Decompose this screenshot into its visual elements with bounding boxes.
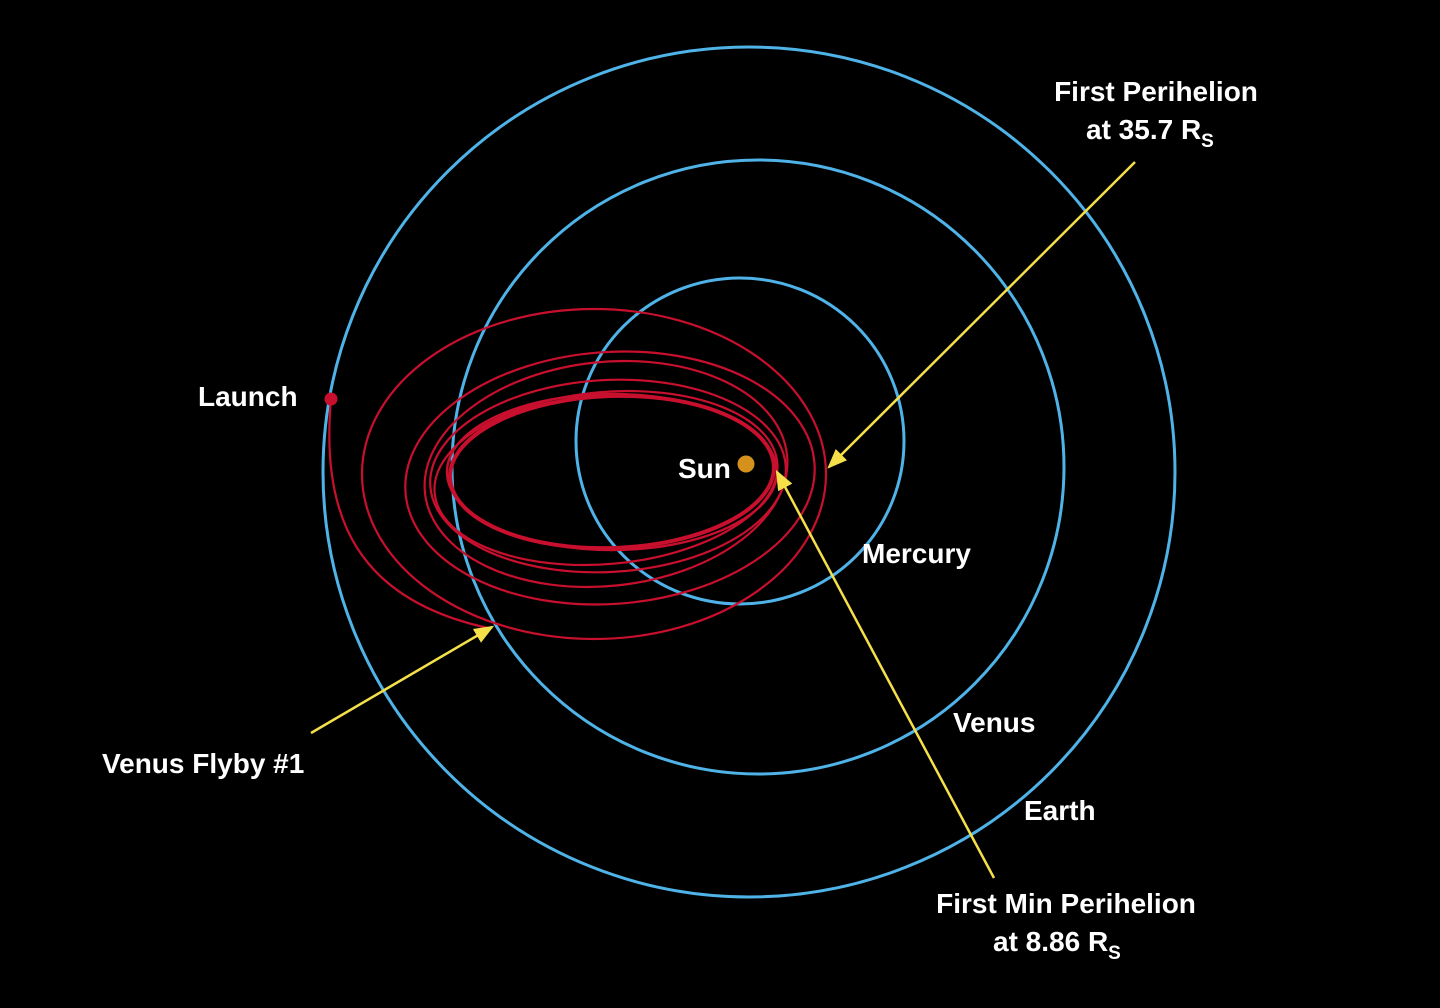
orbit-loop-2 bbox=[404, 350, 816, 606]
first-min-perihelion-arrow bbox=[775, 469, 996, 879]
mercury-orbit bbox=[574, 276, 906, 606]
orbit-loop-4 bbox=[429, 378, 787, 574]
first-min-perihelion-label-line2: at 8.86 RS bbox=[993, 926, 1121, 964]
orbit-loop-1 bbox=[360, 307, 828, 641]
first-perihelion-label-line2: at 35.7 RS bbox=[1086, 114, 1214, 152]
first-min-perihelion-subscript: S bbox=[1108, 943, 1121, 964]
first-perihelion-arrow bbox=[827, 161, 1136, 469]
venus-flyby-label: Venus Flyby #1 bbox=[102, 748, 304, 779]
mercury-orbit-label: Mercury bbox=[862, 538, 971, 569]
sun-label: Sun bbox=[678, 453, 731, 484]
first-perihelion-value: at 35.7 R bbox=[1086, 114, 1201, 145]
launch-point-marker bbox=[324, 392, 338, 406]
first-min-perihelion-label-line1: First Min Perihelion bbox=[936, 888, 1196, 919]
earth-orbit bbox=[321, 45, 1177, 899]
spacecraft-trajectory bbox=[328, 307, 828, 641]
orbit-loop-7 bbox=[448, 393, 776, 551]
venus-orbit-label: Venus bbox=[953, 707, 1035, 738]
first-min-perihelion-value: at 8.86 R bbox=[993, 926, 1108, 957]
orbit-loop-5 bbox=[433, 389, 779, 567]
venus-flyby-arrow bbox=[310, 625, 495, 735]
orbit-loop-3 bbox=[423, 359, 789, 589]
launch-to-venus-arc bbox=[328, 398, 489, 630]
sun-marker bbox=[737, 455, 755, 473]
first-perihelion-subscript: S bbox=[1201, 131, 1214, 152]
launch-label: Launch bbox=[198, 381, 298, 412]
earth-orbit-label: Earth bbox=[1024, 795, 1096, 826]
first-perihelion-label-line1: First Perihelion bbox=[1054, 76, 1258, 107]
